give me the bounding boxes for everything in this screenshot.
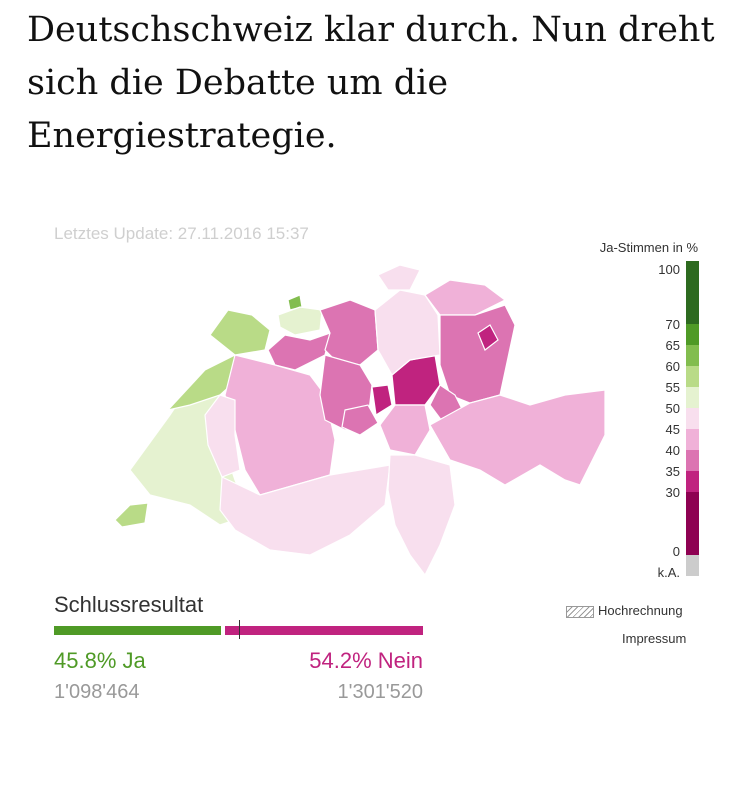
- region-bern[interactable]: [224, 354, 336, 496]
- region-st-gallen[interactable]: [439, 304, 516, 404]
- legend-swatch-50-55: [686, 387, 699, 408]
- ja-share-bar: [54, 626, 221, 635]
- region-uri[interactable]: [379, 404, 431, 456]
- legend-tick-65: 65: [665, 338, 680, 353]
- region-appenzell[interactable]: [477, 324, 499, 351]
- last-update: Letztes Update: 27.11.2016 15:37: [54, 224, 309, 243]
- region-geneve[interactable]: [114, 502, 149, 528]
- ja-count: 1'098'464: [54, 681, 140, 703]
- legend-swatch-ka: [686, 555, 699, 576]
- hochrechnung-label: Hochrechnung: [598, 603, 683, 618]
- impressum-link[interactable]: Impressum: [622, 631, 687, 646]
- nein-count: 1'301'520: [337, 681, 424, 703]
- region-fribourg[interactable]: [204, 394, 241, 478]
- legend-tick-60: 60: [665, 359, 680, 374]
- region-valais[interactable]: [219, 464, 391, 556]
- ja-percentage: 45.8% Ja: [54, 648, 146, 673]
- region-basel-landschaft[interactable]: [277, 306, 323, 336]
- legend-swatch-55-60: [686, 366, 699, 387]
- region-ticino[interactable]: [387, 454, 456, 577]
- legend-tick-30: 30: [665, 485, 680, 500]
- legend-tick-45: 45: [665, 422, 680, 437]
- nein-percentage: 54.2% Nein: [309, 648, 423, 673]
- legend-swatch-35-40: [686, 450, 699, 471]
- legend-swatch-65-70: [686, 324, 699, 345]
- legend-tick-0: 0: [672, 544, 680, 559]
- majority-marker: [239, 620, 240, 639]
- legend-color-scale: [686, 261, 699, 576]
- legend-swatch-40-45: [686, 429, 699, 450]
- hatch-pattern-icon: [566, 605, 594, 618]
- region-solothurn[interactable]: [267, 332, 331, 371]
- headline: Deutschschweiz klar durch. Nun dreht sic…: [27, 10, 715, 156]
- legend-swatch-70-100: [686, 261, 699, 324]
- legend-tick-100: 100: [658, 262, 680, 277]
- legend-tick-70: 70: [665, 317, 680, 332]
- legend-swatch-0-30: [686, 492, 699, 555]
- legend-title: Ja-Stimmen in %: [599, 240, 698, 255]
- legend-tick-ka: k.A.: [657, 565, 680, 580]
- legend-tick-35: 35: [665, 464, 680, 479]
- legend-swatch-30-35: [686, 471, 699, 492]
- legend-swatch-45-50: [686, 408, 699, 429]
- switzerland-map: [114, 264, 606, 577]
- region-schaffhausen[interactable]: [377, 264, 421, 291]
- legend-swatch-60-65: [686, 345, 699, 366]
- legend-tick-50: 50: [665, 401, 680, 416]
- region-obwalden-nidwalden[interactable]: [341, 404, 379, 436]
- legend-tick-55: 55: [665, 380, 680, 395]
- region-aargau[interactable]: [319, 299, 379, 366]
- region-zug[interactable]: [371, 384, 393, 416]
- region-graubuenden[interactable]: [429, 389, 606, 486]
- nein-share-bar: [225, 626, 423, 635]
- result-title: Schlussresultat: [54, 592, 204, 617]
- legend-tick-40: 40: [665, 443, 680, 458]
- hochrechnung-legend: Hochrechnung: [566, 603, 683, 618]
- region-jura[interactable]: [209, 309, 271, 356]
